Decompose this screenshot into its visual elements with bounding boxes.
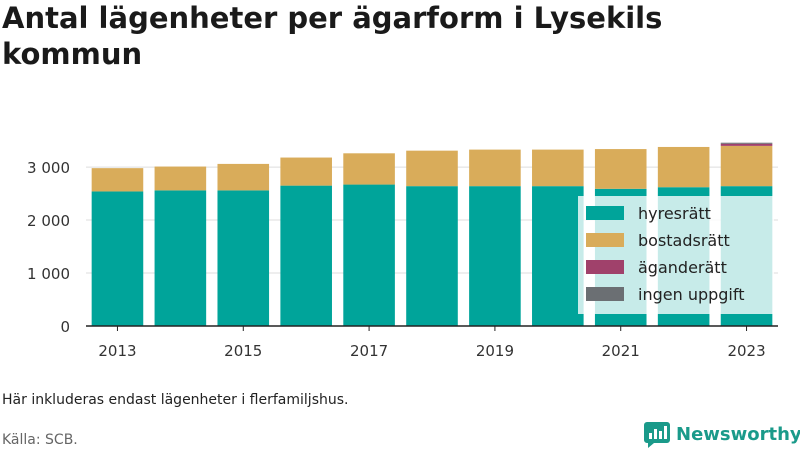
- chart-title: Antal lägenheter per ägarform i Lysekils…: [2, 1, 663, 71]
- bar-segment: [594, 149, 647, 189]
- brand-logo: Newsworthy: [644, 420, 800, 448]
- bar-segment: [154, 166, 207, 191]
- bar-segment: [280, 157, 332, 186]
- x-tick-label: 2019: [476, 342, 514, 360]
- legend-label: äganderätt: [638, 258, 727, 277]
- y-tick-label: 2 000: [27, 212, 70, 230]
- bar-segment: [217, 163, 270, 191]
- chart-note: Här inkluderas endast lägenheter i flerf…: [2, 392, 349, 408]
- bar-segment: [91, 191, 144, 326]
- y-tick-label: 1 000: [27, 265, 70, 283]
- x-tick-label: 2021: [602, 342, 640, 360]
- bar-segment: [91, 168, 144, 192]
- legend-swatch: [586, 233, 624, 247]
- bar-segment: [343, 153, 395, 185]
- axes: 0 1 000 2 000 3 000 2013 2015 2017 2019 2021 2023: [27, 159, 778, 360]
- bar-segment: [657, 146, 710, 188]
- x-tick-label: 2023: [727, 342, 765, 360]
- legend-label: bostadsrätt: [638, 231, 730, 250]
- newsworthy-icon: [644, 422, 670, 448]
- bar-segment: [343, 184, 395, 326]
- x-tick-label: 2015: [224, 342, 262, 360]
- bar-segment: [469, 149, 521, 187]
- legend: hyresrätt bostadsrätt äganderätt ingen uppg…: [578, 196, 774, 314]
- bar-segment: [406, 150, 458, 187]
- legend-swatch: [586, 260, 624, 274]
- bar-segment: [532, 149, 584, 187]
- bar-segment: [469, 186, 521, 326]
- bar-segment: [720, 142, 773, 144]
- bar-segment: [532, 186, 584, 326]
- legend-swatch: [586, 206, 624, 220]
- legend-label: hyresrätt: [638, 204, 711, 223]
- bar-segment: [720, 143, 773, 146]
- bar-segment: [217, 190, 270, 326]
- legend-label: ingen uppgift: [638, 285, 745, 304]
- bar-segment: [406, 186, 458, 326]
- bars: [91, 142, 773, 326]
- y-tick-label: 0: [60, 318, 70, 336]
- x-tick-label: 2017: [350, 342, 388, 360]
- brand-name: Newsworthy: [676, 423, 800, 445]
- bar-segment: [720, 145, 773, 187]
- legend-swatch: [586, 287, 624, 301]
- bar-segment: [154, 190, 207, 326]
- bar-segment: [280, 185, 332, 326]
- source-text: Källa: SCB.: [2, 432, 78, 448]
- x-tick-label: 2013: [98, 342, 136, 360]
- y-tick-label: 3 000: [27, 159, 70, 177]
- stacked-bar-chart: 0 1 000 2 000 3 000 2013 2015 2017 2019 2021 2023…: [27, 142, 778, 360]
